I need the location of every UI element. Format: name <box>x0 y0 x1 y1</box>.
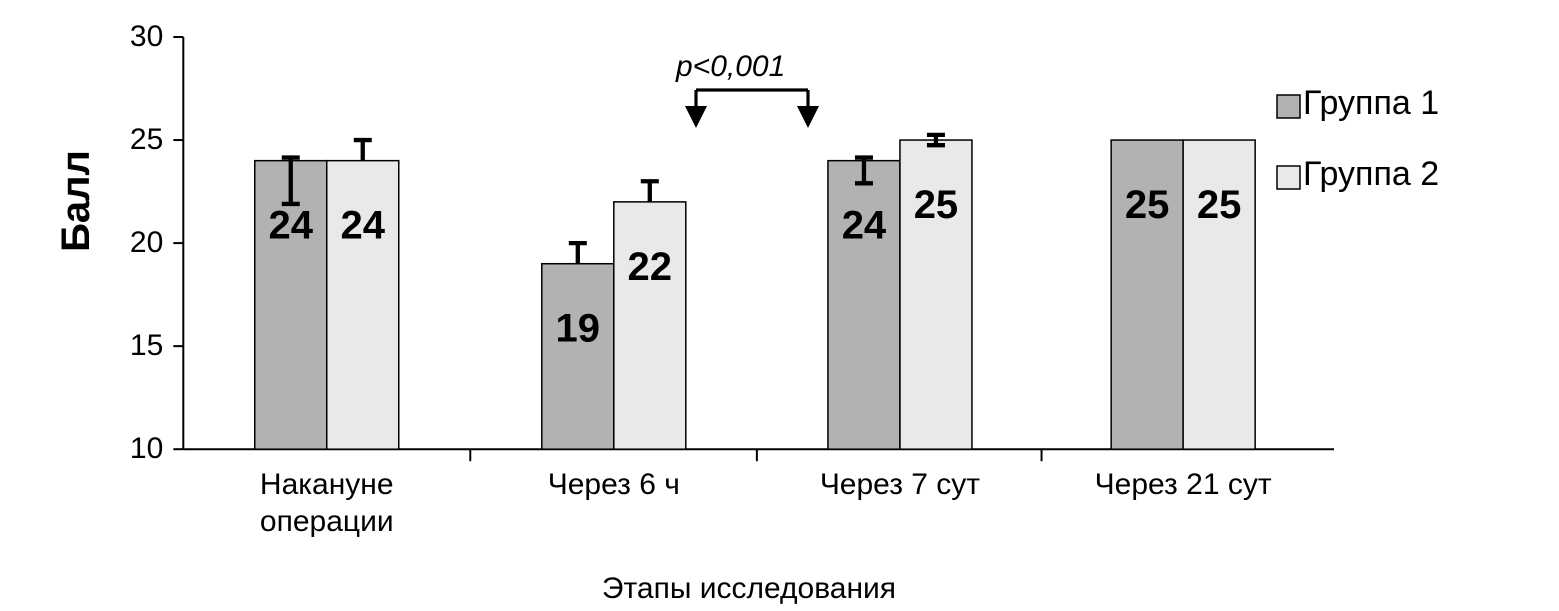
svg-text:Накануне: Накануне <box>260 468 394 501</box>
svg-text:Через 7 сут: Через 7 сут <box>820 468 980 501</box>
svg-text:30: 30 <box>130 20 163 53</box>
svg-text:19: 19 <box>556 307 601 351</box>
svg-text:Через 6 ч: Через 6 ч <box>548 468 680 501</box>
svg-text:Этапы исследования: Этапы исследования <box>602 572 896 605</box>
svg-text:25: 25 <box>1197 183 1242 227</box>
svg-text:Группа 1: Группа 1 <box>1303 84 1439 122</box>
svg-text:25: 25 <box>914 183 959 227</box>
svg-text:Через 21 сут: Через 21 сут <box>1095 468 1272 501</box>
svg-text:операции: операции <box>260 505 394 538</box>
svg-text:24: 24 <box>842 204 887 248</box>
svg-text:24: 24 <box>341 204 386 248</box>
svg-text:25: 25 <box>130 123 163 156</box>
svg-text:Группа 2: Группа 2 <box>1303 155 1439 193</box>
svg-text:20: 20 <box>130 226 163 259</box>
svg-text:10: 10 <box>130 432 163 465</box>
svg-text:25: 25 <box>1125 183 1170 227</box>
svg-text:Балл: Балл <box>54 150 98 252</box>
svg-text:22: 22 <box>628 245 673 289</box>
svg-text:p<0,001: p<0,001 <box>675 50 785 83</box>
svg-text:24: 24 <box>269 204 314 248</box>
svg-text:15: 15 <box>130 329 163 362</box>
